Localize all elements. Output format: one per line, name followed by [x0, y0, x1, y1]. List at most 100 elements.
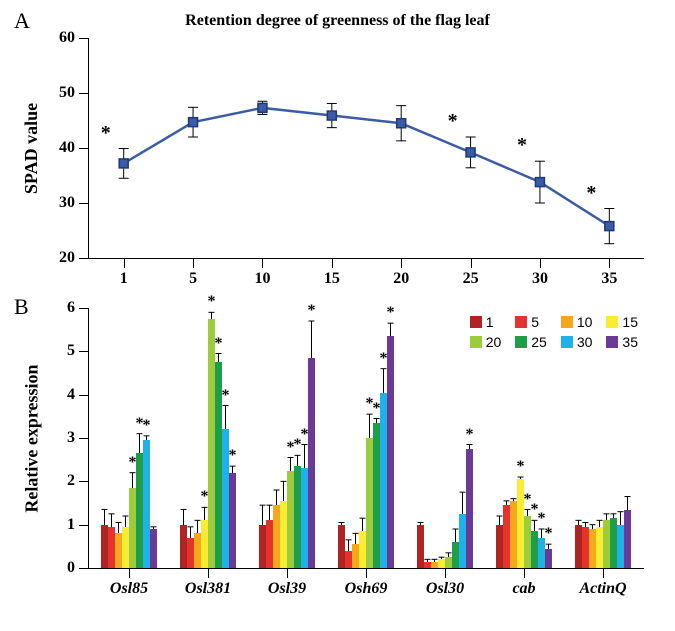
bar	[308, 358, 315, 568]
panel-a-xtick-label: 25	[463, 270, 479, 288]
panel-b-ytick-label: 5	[67, 342, 75, 360]
panel-b-legend: 15101520253035	[470, 314, 638, 350]
panel-b-sig-marker: *	[143, 417, 151, 435]
panel-a-sig-marker: *	[101, 122, 111, 145]
bar	[150, 529, 157, 568]
bar	[431, 562, 438, 569]
bar	[115, 533, 122, 568]
bar	[610, 518, 617, 568]
panel-a-ylabel: SPAD value	[20, 38, 44, 258]
legend-label: 5	[531, 314, 539, 330]
panel-b-ytick-label: 4	[67, 386, 75, 404]
bar	[338, 525, 345, 568]
bar	[380, 393, 387, 569]
panel-b-sig-marker: *	[517, 458, 525, 476]
panel-b-sig-marker: *	[308, 302, 316, 320]
panel-a-ytick-label: 20	[59, 249, 75, 267]
panel-b: B Relative expression 15101520253035 012…	[8, 298, 667, 618]
legend-item: 5	[515, 314, 547, 330]
panel-a-ytick-label: 50	[59, 84, 75, 102]
bar	[108, 527, 115, 568]
panel-a-xtick-label: 15	[324, 270, 340, 288]
legend-item: 15	[606, 314, 638, 330]
bar	[582, 527, 589, 568]
bar	[445, 557, 452, 568]
panel-a-xtick-label: 10	[254, 270, 270, 288]
legend-label: 20	[486, 334, 502, 350]
panel-b-ytick-label: 3	[67, 429, 75, 447]
panel-b-xtick-label: Osl39	[268, 580, 306, 598]
figure: A Retention degree of greenness of the f…	[8, 8, 667, 618]
panel-b-sig-marker: *	[466, 426, 474, 444]
panel-a-ytick-label: 40	[59, 139, 75, 157]
bar	[273, 505, 280, 568]
bar	[208, 319, 215, 568]
bar	[143, 440, 150, 568]
bar	[101, 525, 108, 568]
panel-a-sig-marker: *	[586, 182, 596, 205]
bar	[524, 516, 531, 568]
panel-a-ytick-label: 60	[59, 29, 75, 47]
panel-b-xtick-label: Osh69	[345, 580, 388, 598]
bar	[503, 505, 510, 568]
bar	[359, 531, 366, 568]
bar	[266, 520, 273, 568]
bar	[603, 520, 610, 568]
panel-a-xtick-label: 30	[532, 270, 548, 288]
bar	[387, 336, 394, 568]
panel-a-xtick-label: 20	[393, 270, 409, 288]
bar	[417, 525, 424, 568]
panel-a-xtick-label: 5	[189, 270, 197, 288]
panel-b-xtick-label: cab	[512, 580, 535, 598]
legend-swatch	[515, 336, 527, 348]
panel-a-sig-marker: *	[448, 110, 458, 133]
bar	[624, 510, 631, 569]
legend-item: 25	[515, 334, 547, 350]
bar	[122, 527, 129, 568]
bar	[259, 525, 266, 568]
panel-a-svg	[89, 38, 644, 258]
bar	[129, 488, 136, 568]
legend-swatch	[606, 316, 618, 328]
bar	[531, 531, 538, 568]
panel-b-xtick-label: Osl85	[110, 580, 148, 598]
panel-b-ylabel: Relative expression	[20, 308, 44, 568]
legend-item: 20	[470, 334, 502, 350]
panel-a: A Retention degree of greenness of the f…	[8, 8, 667, 298]
panel-b-sig-marker: *	[215, 335, 223, 353]
bar	[496, 525, 503, 568]
bar	[187, 538, 194, 568]
bar	[194, 533, 201, 568]
legend-swatch	[606, 336, 618, 348]
legend-label: 35	[622, 334, 638, 350]
bar	[510, 501, 517, 568]
panel-a-xtick-label: 1	[120, 270, 128, 288]
panel-b-sig-marker: *	[229, 447, 237, 465]
legend-item: 30	[561, 334, 593, 350]
bar	[280, 501, 287, 568]
legend-swatch	[470, 316, 482, 328]
legend-label: 15	[622, 314, 638, 330]
panel-a-xtick-label: 35	[601, 270, 617, 288]
bar	[373, 423, 380, 568]
legend-item: 1	[470, 314, 502, 330]
legend-label: 10	[577, 314, 593, 330]
panel-b-sig-marker: *	[222, 387, 230, 405]
bar	[287, 471, 294, 569]
legend-swatch	[470, 336, 482, 348]
bar	[301, 468, 308, 568]
legend-label: 30	[577, 334, 593, 350]
bar	[366, 438, 373, 568]
legend-swatch	[561, 336, 573, 348]
legend-swatch	[561, 316, 573, 328]
panel-b-ytick-label: 2	[67, 472, 75, 490]
bar	[180, 525, 187, 568]
panel-b-ytick-label: 1	[67, 516, 75, 534]
legend-swatch	[515, 316, 527, 328]
bar	[545, 549, 552, 569]
panel-a-ytick-label: 30	[59, 194, 75, 212]
panel-b-sig-marker: *	[387, 304, 395, 322]
legend-label: 1	[486, 314, 494, 330]
bar	[596, 527, 603, 568]
bar	[201, 520, 208, 568]
